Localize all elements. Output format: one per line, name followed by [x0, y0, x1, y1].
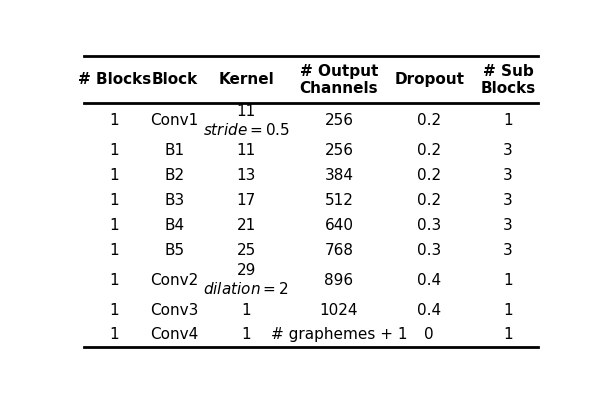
Text: 1024: 1024 [320, 303, 358, 318]
Text: B2: B2 [164, 168, 184, 183]
Text: 1: 1 [504, 113, 513, 128]
Text: 0.2: 0.2 [417, 193, 441, 208]
Text: 896: 896 [324, 273, 353, 288]
Text: 1: 1 [242, 327, 251, 342]
Text: 1: 1 [109, 168, 119, 183]
Text: 1: 1 [109, 218, 119, 233]
Text: 0.2: 0.2 [417, 168, 441, 183]
Text: # Blocks: # Blocks [78, 72, 151, 87]
Text: Conv2: Conv2 [150, 273, 199, 288]
Text: Conv1: Conv1 [150, 113, 199, 128]
Text: 13: 13 [237, 168, 256, 183]
Text: 0.4: 0.4 [417, 303, 441, 318]
Text: 384: 384 [325, 168, 353, 183]
Text: # Output
Channels: # Output Channels [300, 64, 378, 96]
Text: 256: 256 [325, 143, 353, 158]
Text: 256: 256 [325, 113, 353, 128]
Text: 3: 3 [503, 168, 513, 183]
Text: B5: B5 [164, 243, 184, 258]
Text: 21: 21 [237, 218, 256, 233]
Text: 29
$dilation=2$: 29 $dilation=2$ [203, 263, 289, 297]
Text: B3: B3 [164, 193, 185, 208]
Text: 1: 1 [109, 303, 119, 318]
Text: # Sub
Blocks: # Sub Blocks [480, 64, 536, 96]
Text: 1: 1 [109, 243, 119, 258]
Text: 3: 3 [503, 193, 513, 208]
Text: Conv4: Conv4 [150, 327, 199, 342]
Text: 0.3: 0.3 [417, 218, 441, 233]
Text: 3: 3 [503, 143, 513, 158]
Text: Kernel: Kernel [218, 72, 274, 87]
Text: 17: 17 [237, 193, 256, 208]
Text: 0.4: 0.4 [417, 273, 441, 288]
Text: Block: Block [151, 72, 197, 87]
Text: 25: 25 [237, 243, 256, 258]
Text: 1: 1 [109, 113, 119, 128]
Text: 512: 512 [325, 193, 353, 208]
Text: B4: B4 [164, 218, 184, 233]
Text: Conv3: Conv3 [150, 303, 199, 318]
Text: # graphemes + 1: # graphemes + 1 [271, 327, 407, 342]
Text: Dropout: Dropout [394, 72, 464, 87]
Text: B1: B1 [164, 143, 184, 158]
Text: 11
$stride=0.5$: 11 $stride=0.5$ [203, 104, 290, 138]
Text: 11: 11 [237, 143, 256, 158]
Text: 1: 1 [109, 193, 119, 208]
Text: 640: 640 [325, 218, 353, 233]
Text: 1: 1 [504, 327, 513, 342]
Text: 0.2: 0.2 [417, 113, 441, 128]
Text: 0.3: 0.3 [417, 243, 441, 258]
Text: 1: 1 [109, 327, 119, 342]
Text: 0.2: 0.2 [417, 143, 441, 158]
Text: 1: 1 [504, 273, 513, 288]
Text: 3: 3 [503, 218, 513, 233]
Text: 1: 1 [109, 143, 119, 158]
Text: 3: 3 [503, 243, 513, 258]
Text: 0: 0 [425, 327, 434, 342]
Text: 1: 1 [504, 303, 513, 318]
Text: 1: 1 [109, 273, 119, 288]
Text: 768: 768 [325, 243, 353, 258]
Text: 1: 1 [242, 303, 251, 318]
